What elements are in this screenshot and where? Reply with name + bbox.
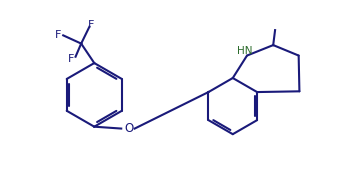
Text: O: O [125,122,134,135]
Text: F: F [68,54,74,64]
Text: F: F [55,30,61,40]
Text: HN: HN [237,46,253,56]
Text: F: F [88,20,95,30]
